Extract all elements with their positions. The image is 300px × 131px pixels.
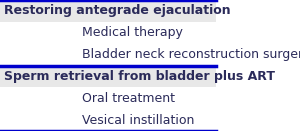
Text: Bladder neck reconstruction surgery: Bladder neck reconstruction surgery xyxy=(82,48,300,61)
FancyBboxPatch shape xyxy=(0,22,216,44)
FancyBboxPatch shape xyxy=(0,44,216,66)
FancyBboxPatch shape xyxy=(0,87,216,109)
Text: Vesical instillation: Vesical instillation xyxy=(82,114,194,127)
Text: Sperm retrieval from bladder plus ART: Sperm retrieval from bladder plus ART xyxy=(4,70,275,83)
Text: Medical therapy: Medical therapy xyxy=(82,26,183,39)
FancyBboxPatch shape xyxy=(0,0,216,22)
Text: Restoring antegrade ejaculation: Restoring antegrade ejaculation xyxy=(4,4,231,17)
Text: Oral treatment: Oral treatment xyxy=(82,92,175,105)
FancyBboxPatch shape xyxy=(0,109,216,131)
FancyBboxPatch shape xyxy=(0,66,216,87)
